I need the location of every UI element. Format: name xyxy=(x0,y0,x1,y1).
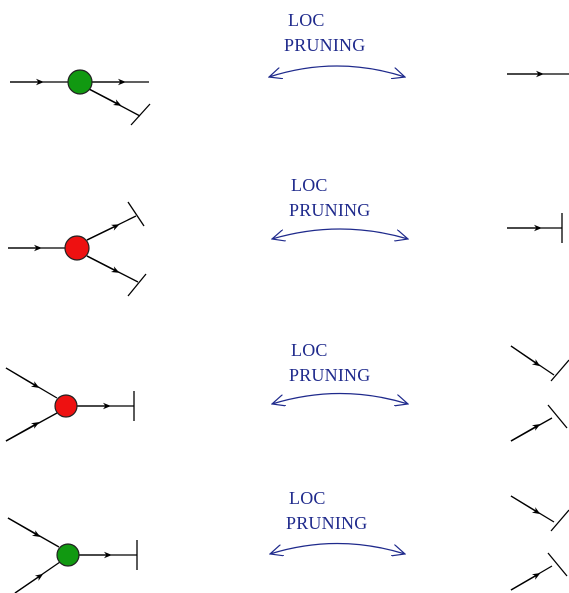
row-2: LOC PRUNING xyxy=(8,175,563,297)
label-line1: LOC xyxy=(291,340,328,360)
row-4: LOC PRUNING xyxy=(7,488,569,593)
label-line2: PRUNING xyxy=(289,365,370,385)
edge-lower-terminal xyxy=(547,552,568,577)
edge-upper-arrow xyxy=(510,345,541,367)
edge-in-lower-arrow xyxy=(14,573,44,593)
edge-down-terminal xyxy=(127,273,147,297)
edge-up-terminal xyxy=(127,201,145,227)
label-line2: PRUNING xyxy=(286,513,367,533)
node-circle xyxy=(56,543,80,567)
row-3-right-graph xyxy=(510,345,569,442)
edge-down-arrow xyxy=(86,255,120,273)
edge-in-upper-arrow xyxy=(7,517,41,538)
edge-lower-terminal xyxy=(547,404,568,429)
row-4-left-graph xyxy=(7,517,138,593)
edge-in-upper-arrow xyxy=(5,367,40,389)
double-arrow xyxy=(272,228,408,239)
edge-up-arrow xyxy=(86,224,120,241)
edge-upper-terminal xyxy=(550,509,569,532)
edge-upper-arrow xyxy=(510,495,541,515)
double-arrow xyxy=(269,65,405,77)
label-line1: LOC xyxy=(289,488,326,508)
row-1-left-graph xyxy=(10,78,151,126)
edge-down-arrow xyxy=(88,88,122,106)
node-circle xyxy=(67,69,93,95)
row-3: LOC PRUNING xyxy=(5,340,569,442)
double-arrow xyxy=(272,392,408,405)
edge-in-lower-arrow xyxy=(5,422,40,442)
edge-lower-arrow xyxy=(510,573,541,591)
node-circle xyxy=(54,394,78,418)
edge-terminal xyxy=(130,103,151,126)
row-1: LOC PRUNING xyxy=(10,10,569,126)
row-2-right-graph xyxy=(507,213,563,243)
edge-upper-terminal xyxy=(550,359,569,382)
label-line1: LOC xyxy=(288,10,325,30)
node-circle xyxy=(64,235,90,261)
edge-lower-arrow xyxy=(510,424,541,442)
double-arrow xyxy=(270,542,405,555)
row-4-right-graph xyxy=(510,495,569,591)
row-2-left-graph xyxy=(8,201,147,297)
label-line1: LOC xyxy=(291,175,328,195)
row-3-left-graph xyxy=(5,367,135,442)
label-line2: PRUNING xyxy=(289,200,370,220)
label-line2: PRUNING xyxy=(284,35,365,55)
